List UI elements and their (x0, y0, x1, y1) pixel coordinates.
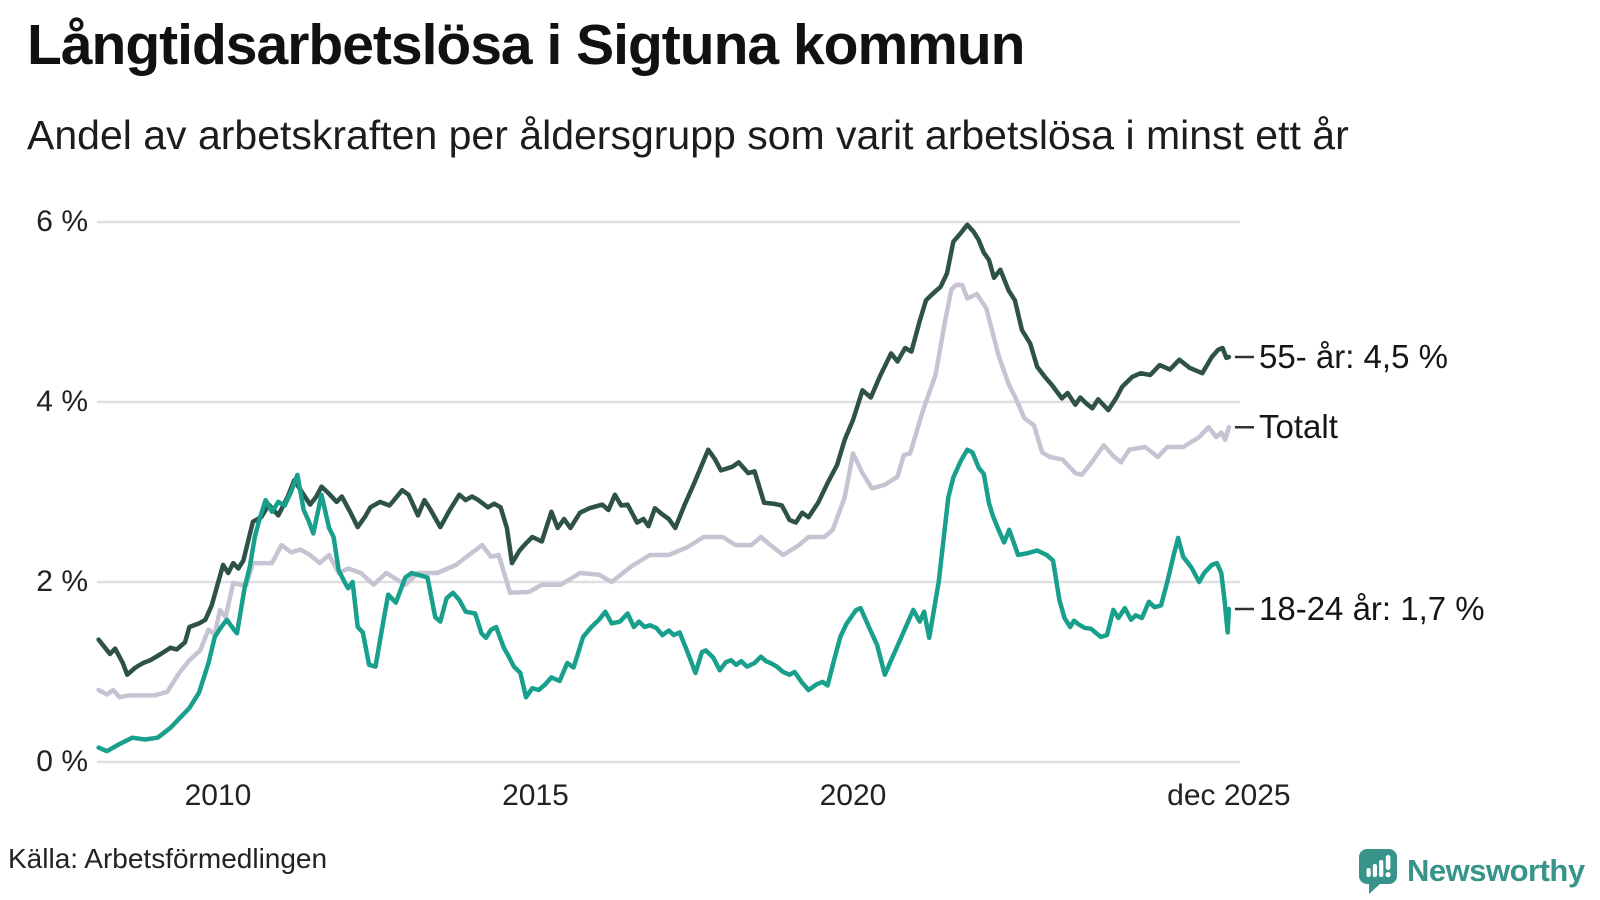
x-tick-label: 2010 (184, 779, 252, 812)
x-tick-label: dec 2025 (1167, 779, 1291, 812)
page-subtitle: Andel av arbetskraften per åldersgrupp s… (27, 112, 1349, 158)
series-line-18-24-r (96, 447, 1232, 754)
legend-label-18-24-ar: 18-24 år: 1,7 % (1259, 590, 1485, 627)
y-tick-label: 4 % (36, 385, 88, 418)
source-note: Källa: Arbetsförmedlingen (8, 843, 328, 874)
legend-label-totalt: Totalt (1259, 408, 1338, 446)
x-tick-label: 2015 (502, 779, 569, 812)
x-tick-label: 2020 (819, 779, 887, 812)
series-line-55-r (96, 222, 1232, 677)
y-tick-label: 6 % (36, 205, 88, 238)
newsworthy-wordmark: Newsworthy (1407, 853, 1585, 888)
y-tick-label: 2 % (36, 565, 88, 598)
legend-label-55-ar: 55- år: 4,5 % (1259, 338, 1448, 375)
page-title: Långtidsarbetslösa i Sigtuna kommun (27, 13, 1025, 77)
y-tick-label: 0 % (36, 745, 88, 778)
speech-bubble-bar-chart-icon (1359, 849, 1397, 894)
newsworthy-logo: Newsworthy (1358, 848, 1585, 894)
